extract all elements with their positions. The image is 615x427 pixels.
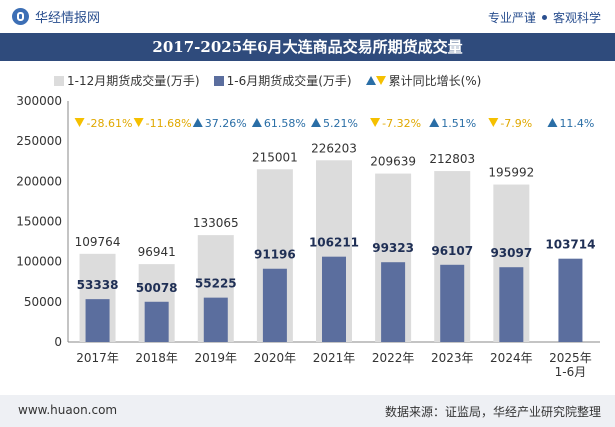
y-tick-label: 0 [54,335,62,349]
legend-item-annual: 1-12月期货成交量(万手) [54,72,200,89]
growth-up-marker [192,118,203,127]
growth-up-marker [251,118,262,127]
y-tick-label: 250000 [16,134,62,148]
legend-item-h1: 1-6月期货成交量(万手) [213,72,352,89]
data-label-annual: 109764 [75,235,121,249]
data-label-annual: 96941 [138,245,176,259]
bar-h1 [440,264,465,342]
legend-label-growth: 累计同比增长(%) [388,74,482,88]
bar-h1 [85,299,110,342]
data-label-annual: 195992 [488,166,534,180]
y-tick-label: 150000 [16,215,62,229]
growth-up-marker [429,118,440,127]
data-label-h1: 106211 [309,236,359,250]
brand[interactable]: 华经情报网 [12,7,100,26]
chart-legend: 1-12月期货成交量(万手) 1-6月期货成交量(万手) 累计同比增长(%) [54,72,495,89]
growth-label: 11.4% [559,117,594,130]
x-tick-label: 2020年 [254,351,297,365]
bar-h1 [144,301,169,342]
y-tick-label: 200000 [16,174,62,188]
bar-chart: 0 50000 100000 150000 200000 250000 300000 1097… [16,94,600,379]
triangle-up-icon [365,76,376,85]
y-tick-label: 50000 [24,295,62,309]
data-label-h1: 55225 [195,277,237,291]
data-label-annual: 209639 [370,155,416,169]
x-tick-label: 2021年 [313,351,356,365]
data-label-h1: 103714 [545,238,595,252]
tagline-right: 客观科学 [552,11,601,25]
x-tick-label: 2019年 [195,351,238,365]
data-label-h1: 99323 [372,241,414,255]
growth-label: 61.58% [264,117,306,130]
growth-label: 37.26% [205,117,247,130]
x-tick-label: 2022年 [372,351,415,365]
legend-swatch-annual [54,75,64,86]
bar-h1 [262,268,287,342]
legend-label-annual: 1-12月期货成交量(万手) [67,74,200,88]
growth-label: -11.68% [146,117,192,130]
growth-label: -7.9% [500,117,532,130]
x-tick-label: 1-6月 [555,365,587,379]
data-label-h1: 96107 [431,244,473,258]
legend-swatch-h1 [213,75,224,86]
footer: www.huaon.com 数据来源：证监局，华经产业研究院整理 [0,395,615,427]
data-label-h1: 53338 [77,278,119,292]
growth-down-marker [133,118,144,127]
top-bar: 华经情报网 专业严谨 客观科学 [0,0,615,33]
bar-h1 [322,256,346,342]
data-label-h1: 50078 [136,281,178,295]
y-tick-label: 100000 [16,255,62,269]
data-label-annual: 215001 [252,150,298,164]
brand-name: 华经情报网 [35,11,101,26]
brand-logo-icon [12,8,29,25]
bar-h1 [203,297,228,342]
bar-h1 [558,258,583,342]
growth-down-marker [74,118,85,127]
x-tick-label: 2025年 [549,351,592,365]
data-label-annual: 226203 [311,141,357,155]
x-tick-label: 2017年 [76,351,119,365]
footer-url[interactable]: www.huaon.com [18,403,118,417]
data-label-h1: 93097 [490,246,532,260]
growth-label: -7.32% [382,117,421,130]
legend-item-growth: 累计同比增长(%) [365,72,482,89]
bar-h1 [499,267,524,342]
data-label-h1: 91196 [254,248,296,262]
x-tick-label: 2023年 [431,351,474,365]
x-tick-label: 2018年 [135,351,178,365]
tagline: 专业严谨 客观科学 [488,9,601,26]
footer-source: 数据来源：证监局，华经产业研究院整理 [384,405,601,419]
growth-down-marker [370,118,381,127]
x-tick-label: 2024年 [490,351,533,365]
growth-down-marker [488,118,499,127]
tagline-left: 专业严谨 [487,11,536,25]
data-label-annual: 212803 [429,152,475,166]
bar-h1 [381,262,406,342]
growth-label: -28.61% [87,117,133,130]
triangle-down-icon [375,76,386,85]
data-label-annual: 133065 [193,216,239,230]
legend-label-h1: 1-6月期货成交量(万手) [226,74,352,88]
dot-icon [541,15,547,20]
growth-up-marker [547,118,558,127]
growth-label: 5.21% [323,117,358,130]
chart-title: 2017-2025年6月大连商品交易所期货成交量 [0,33,615,61]
growth-up-marker [311,118,321,127]
y-tick-label: 300000 [16,94,62,108]
growth-label: 1.51% [441,117,476,130]
